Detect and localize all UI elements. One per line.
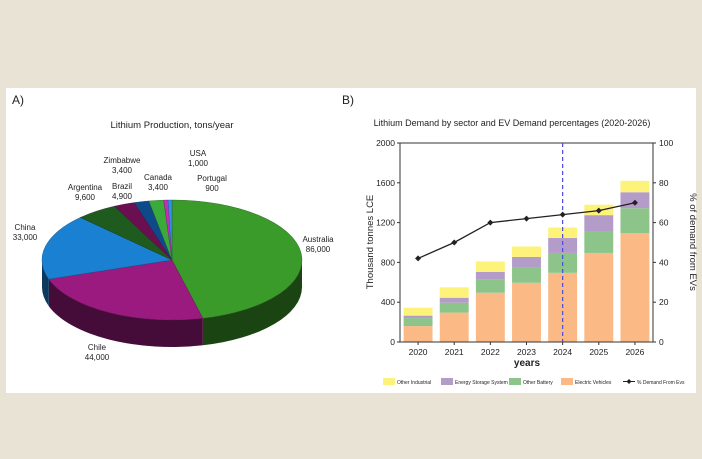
x-axis-label: years [514,358,541,369]
y2-tick-label: 100 [659,138,673,148]
bar-title: Lithium Demand by sector and EV Demand p… [374,118,651,128]
bar-other-industrial-2023 [512,246,541,257]
pie-side-china [42,260,49,307]
bar-electric-vehicles-2020 [403,326,433,342]
bar-energy-storage-system-2022 [475,271,505,280]
y2-axis-label: % of demand from EVs [687,193,698,291]
pie-label-value: 86,000 [306,245,331,254]
panel-b-label: B) [342,93,354,107]
bar-other-industrial-2026 [620,180,650,193]
x-tick-label: 2026 [625,347,644,357]
x-tick-label: 2023 [517,347,536,357]
x-tick-label: 2025 [589,347,608,357]
pie-title: Lithium Production, tons/year [110,120,233,131]
bar-other-battery-2025 [584,231,614,253]
pie-label-value: 900 [205,184,219,193]
ev-percent-point-2024 [559,211,566,218]
pie-slice-australia [171,199,303,319]
ev-percent-point-2026 [631,199,638,206]
pie-label-value: 3,400 [112,166,133,175]
pie-label-name: Australia [302,235,334,244]
y-axis-label: Thousand tonnes LCE [365,195,376,290]
legend-label: Energy Storage System [455,380,508,386]
pie-slice-china [41,217,173,280]
pie-label-value: 9,600 [75,193,96,202]
pie-label-name: Portugal [197,174,227,183]
bar-other-industrial-2020 [403,307,433,316]
panel-a-label: A) [12,93,24,107]
pie-label-name: USA [190,149,207,158]
y2-tick-label: 0 [659,337,664,347]
bar-electric-vehicles-2025 [584,252,614,342]
ev-percent-point-2020 [415,255,422,262]
pie-label-name: Chile [88,343,107,352]
legend-swatch [561,378,573,385]
pie-label-value: 3,400 [148,183,169,192]
legend-label: Other Battery [523,380,553,386]
legend-swatch [383,378,395,385]
pie-chart [41,199,303,347]
y-tick-label: 800 [381,257,395,267]
pie-label-value: 4,900 [112,192,133,201]
plot-frame [399,142,654,343]
bar-other-industrial-2024 [548,227,578,239]
y2-tick-label: 60 [659,218,669,228]
legend-label: % Demand From Evs [637,380,685,386]
x-tick-label: 2024 [553,347,572,357]
bar-energy-storage-system-2020 [403,315,433,319]
bar-electric-vehicles-2023 [512,282,541,342]
bar-other-industrial-2021 [439,287,469,298]
bar-energy-storage-system-2024 [548,238,578,253]
bar-energy-storage-system-2025 [584,215,614,232]
bar-energy-storage-system-2023 [512,256,541,268]
legend: Other Industrial Energy Storage System Oth… [383,378,685,386]
bar-other-battery-2021 [439,302,469,313]
ev-percent-point-2023 [523,215,530,222]
legend-marker [626,379,632,384]
pie-label-name: Argentina [68,183,103,192]
bar-other-battery-2026 [620,208,650,234]
legend-label: Other Industrial [397,380,431,386]
y-tick-label: 1200 [376,218,395,228]
pie-label-name: Brazil [112,182,132,191]
pie-label-name: Zimbabwe [104,156,141,165]
y2-tick-label: 80 [659,178,669,188]
y-tick-label: 400 [381,297,395,307]
y-tick-label: 2000 [376,138,395,148]
y-tick-label: 1600 [376,178,395,188]
ev-percent-point-2021 [451,239,458,246]
x-tick-label: 2022 [481,347,500,357]
bar-other-battery-2023 [512,267,541,283]
bar-electric-vehicles-2026 [620,233,650,342]
pie-slice-chile [48,259,204,321]
pie-label-value: 1,000 [188,159,209,168]
x-tick-label: 2021 [445,347,464,357]
y-tick-label: 0 [390,337,395,347]
legend-swatch [441,378,453,385]
legend-swatch [509,378,521,385]
legend-label: Electric Vehicles [575,380,612,386]
bar-electric-vehicles-2021 [439,312,469,342]
pie-slice-portugal [167,199,173,261]
y2-tick-label: 20 [659,297,669,307]
pie-label-value: 44,000 [85,353,110,362]
bar-other-battery-2022 [475,279,505,293]
ev-percent-point-2022 [487,219,494,226]
x-tick-label: 2020 [409,347,428,357]
bar-energy-storage-system-2021 [439,297,469,303]
pie-side-australia [202,260,302,346]
pie-label-name: China [15,223,36,232]
bar-chart: 2020 2021 2022 2023 2024 2025 2026040080012001… [376,138,673,357]
y2-tick-label: 40 [659,257,669,267]
bar-electric-vehicles-2022 [475,292,505,342]
bar-other-battery-2020 [403,318,433,327]
pie-label-name: Canada [144,173,173,182]
bar-other-industrial-2022 [475,261,505,272]
ev-percent-point-2025 [595,207,602,214]
pie-side-chile [48,279,203,347]
pie-label-value: 33,000 [13,233,38,242]
